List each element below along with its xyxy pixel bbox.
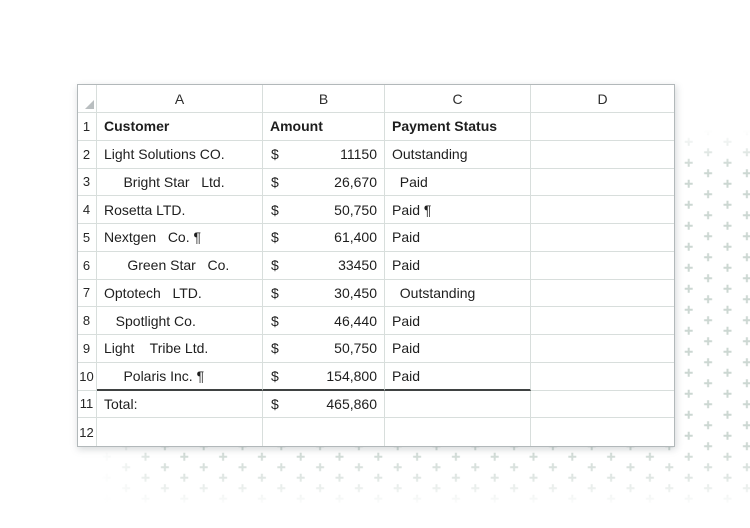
cell-C5[interactable]: Paid [385,224,531,252]
currency-symbol: $ [271,229,279,246]
column-header-B[interactable]: B [263,85,385,113]
cell-D11[interactable] [531,391,674,419]
cell-A11[interactable]: Total: [97,390,263,419]
cell-B8[interactable]: $46,440 [263,307,385,335]
currency-symbol: $ [271,367,279,384]
cell-D12[interactable] [531,418,674,446]
cell-B10[interactable]: $154,800 [263,362,385,391]
cell-A10[interactable]: Polaris Inc. ¶ [97,362,263,391]
cell-B3[interactable]: $26,670 [263,168,385,197]
cell-B9[interactable]: $50,750 [263,335,385,363]
row-header-11[interactable]: 11 [78,390,97,419]
cell-C10[interactable]: Paid [385,362,531,391]
cell-B6[interactable]: $33450 [263,251,385,280]
currency-symbol: $ [271,340,279,357]
cell-A2[interactable]: Light Solutions CO. [97,140,263,169]
currency-symbol: $ [271,173,279,190]
cell-D6[interactable] [531,252,674,280]
cell-C2[interactable]: Outstanding [385,140,531,169]
cell-B11[interactable]: $465,860 [263,390,385,419]
cell-A9[interactable]: Light Tribe Ltd. [97,335,263,363]
select-all-triangle-icon [85,100,94,109]
row-header-12[interactable]: 12 [78,418,97,446]
currency-symbol: $ [271,146,279,163]
cell-A7[interactable]: Optotech LTD. [97,279,263,308]
row-header-8[interactable]: 8 [78,307,97,335]
currency-symbol: $ [271,312,279,329]
row-header-7[interactable]: 7 [78,279,97,308]
currency-symbol: $ [271,201,279,218]
currency-symbol: $ [271,257,279,274]
cell-B4[interactable]: $50,750 [263,196,385,224]
cell-D3[interactable] [531,169,674,197]
cell-C3[interactable]: Paid [385,168,531,197]
cell-D8[interactable] [531,307,674,335]
cell-C11[interactable] [385,390,531,419]
cell-D4[interactable] [531,196,674,224]
cell-A1[interactable]: Customer [97,113,263,141]
row-header-9[interactable]: 9 [78,335,97,363]
cell-B2[interactable]: $11150 [263,140,385,169]
cell-A12[interactable] [97,418,263,446]
cell-A3[interactable]: Bright Star Ltd. [97,168,263,197]
cell-C6[interactable]: Paid [385,251,531,280]
column-header-A[interactable]: A [97,85,263,113]
cell-C4[interactable]: Paid ¶ [385,196,531,224]
row-header-6[interactable]: 6 [78,251,97,280]
cell-B1[interactable]: Amount [263,113,385,141]
currency-symbol: $ [271,284,279,301]
column-header-D[interactable]: D [531,85,674,113]
row-header-1[interactable]: 1 [78,113,97,141]
currency-symbol: $ [271,395,279,412]
row-header-5[interactable]: 5 [78,224,97,252]
cell-D1[interactable] [531,113,674,141]
cell-A6[interactable]: Green Star Co. [97,251,263,280]
cell-D5[interactable] [531,224,674,252]
cell-B7[interactable]: $30,450 [263,279,385,308]
cell-A4[interactable]: Rosetta LTD. [97,196,263,224]
row-header-4[interactable]: 4 [78,196,97,224]
cell-C1[interactable]: Payment Status [385,113,531,141]
cell-C9[interactable]: Paid [385,335,531,363]
row-header-3[interactable]: 3 [78,168,97,197]
cell-B12[interactable] [263,418,385,446]
cell-B5[interactable]: $61,400 [263,224,385,252]
cell-D2[interactable] [531,141,674,169]
row-header-10[interactable]: 10 [78,362,97,391]
row-header-2[interactable]: 2 [78,140,97,169]
column-header-C[interactable]: C [385,85,531,113]
spreadsheet: A B C D 1 Customer Amount Payment Status… [77,84,675,447]
select-all-corner[interactable] [78,85,97,113]
cell-C12[interactable] [385,418,531,446]
cell-A5[interactable]: Nextgen Co. ¶ [97,224,263,252]
cell-C7[interactable]: Outstanding [385,279,531,308]
cell-A8[interactable]: Spotlight Co. [97,307,263,335]
cell-D9[interactable] [531,335,674,363]
cell-D7[interactable] [531,280,674,308]
cell-C8[interactable]: Paid [385,307,531,335]
cell-D10[interactable] [531,363,674,391]
